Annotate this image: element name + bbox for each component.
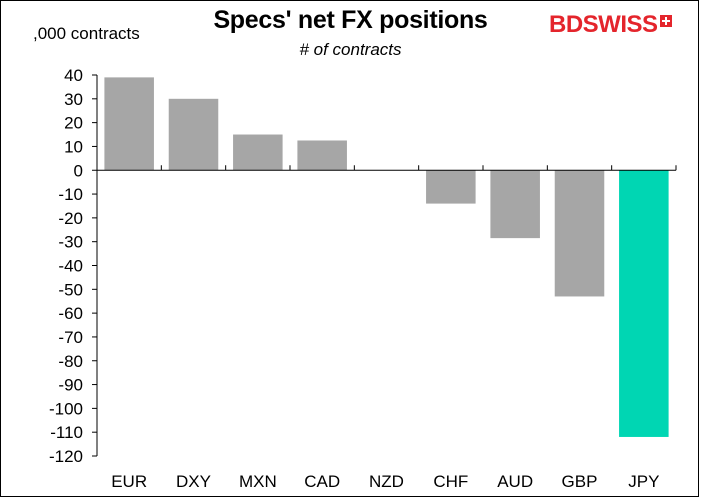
x-tick-label-cad: CAD	[304, 472, 340, 491]
y-axis-unit-label: ,000 contracts	[33, 24, 140, 43]
bar-dxy	[168, 98, 219, 171]
bars-layer	[104, 77, 669, 437]
y-tick-label: 40	[64, 66, 83, 85]
x-tick-label-gbp: GBP	[562, 472, 598, 491]
y-tick-label: -10	[58, 185, 83, 204]
swiss-flag-icon	[659, 15, 672, 27]
bar-gbp	[554, 170, 605, 297]
chart-title: Specs' net FX positions	[213, 6, 488, 34]
y-tick-label: 30	[64, 90, 83, 109]
x-tick-label-aud: AUD	[497, 472, 533, 491]
y-tick-label: -120	[49, 447, 83, 466]
brand-logo-text: BDSWISS	[549, 11, 658, 38]
x-tick-label-eur: EUR	[111, 472, 147, 491]
bar-aud	[490, 170, 540, 239]
bar-eur	[104, 77, 154, 171]
y-tick-label: 0	[74, 161, 83, 180]
y-tick-label: -80	[58, 352, 83, 371]
x-tick-label-nzd: NZD	[369, 472, 404, 491]
x-tick-label-chf: CHF	[433, 472, 468, 491]
x-tick-label-jpy: JPY	[628, 472, 659, 491]
bar-chf	[426, 170, 476, 204]
chart-subtitle: # of contracts	[299, 40, 402, 59]
bar-mxn	[233, 134, 283, 171]
x-tick-label-dxy: DXY	[176, 472, 211, 491]
y-tick-label: -70	[58, 328, 83, 347]
x-tick-label-mxn: MXN	[239, 472, 277, 491]
y-tick-label: -110	[50, 423, 83, 442]
y-tick-label: -100	[49, 399, 83, 418]
y-tick-label: -40	[58, 257, 83, 276]
y-tick-label: -50	[58, 280, 83, 299]
y-tick-label: -90	[58, 376, 83, 395]
bar-jpy	[619, 170, 669, 437]
y-tick-label: -30	[58, 233, 83, 252]
y-tick-label: 10	[64, 137, 83, 156]
y-tick-label: -20	[58, 209, 83, 228]
y-tick-label: 20	[64, 114, 83, 133]
brand-logo: BDSWISS	[549, 12, 672, 42]
bar-cad	[297, 140, 347, 171]
y-tick-label: -60	[58, 304, 83, 323]
labels-layer: 40 30 20 10 0 -10 -20 -30 -40 -50 -60 -70 -80 -90 -100…	[49, 66, 659, 491]
axis-layer	[92, 74, 677, 457]
